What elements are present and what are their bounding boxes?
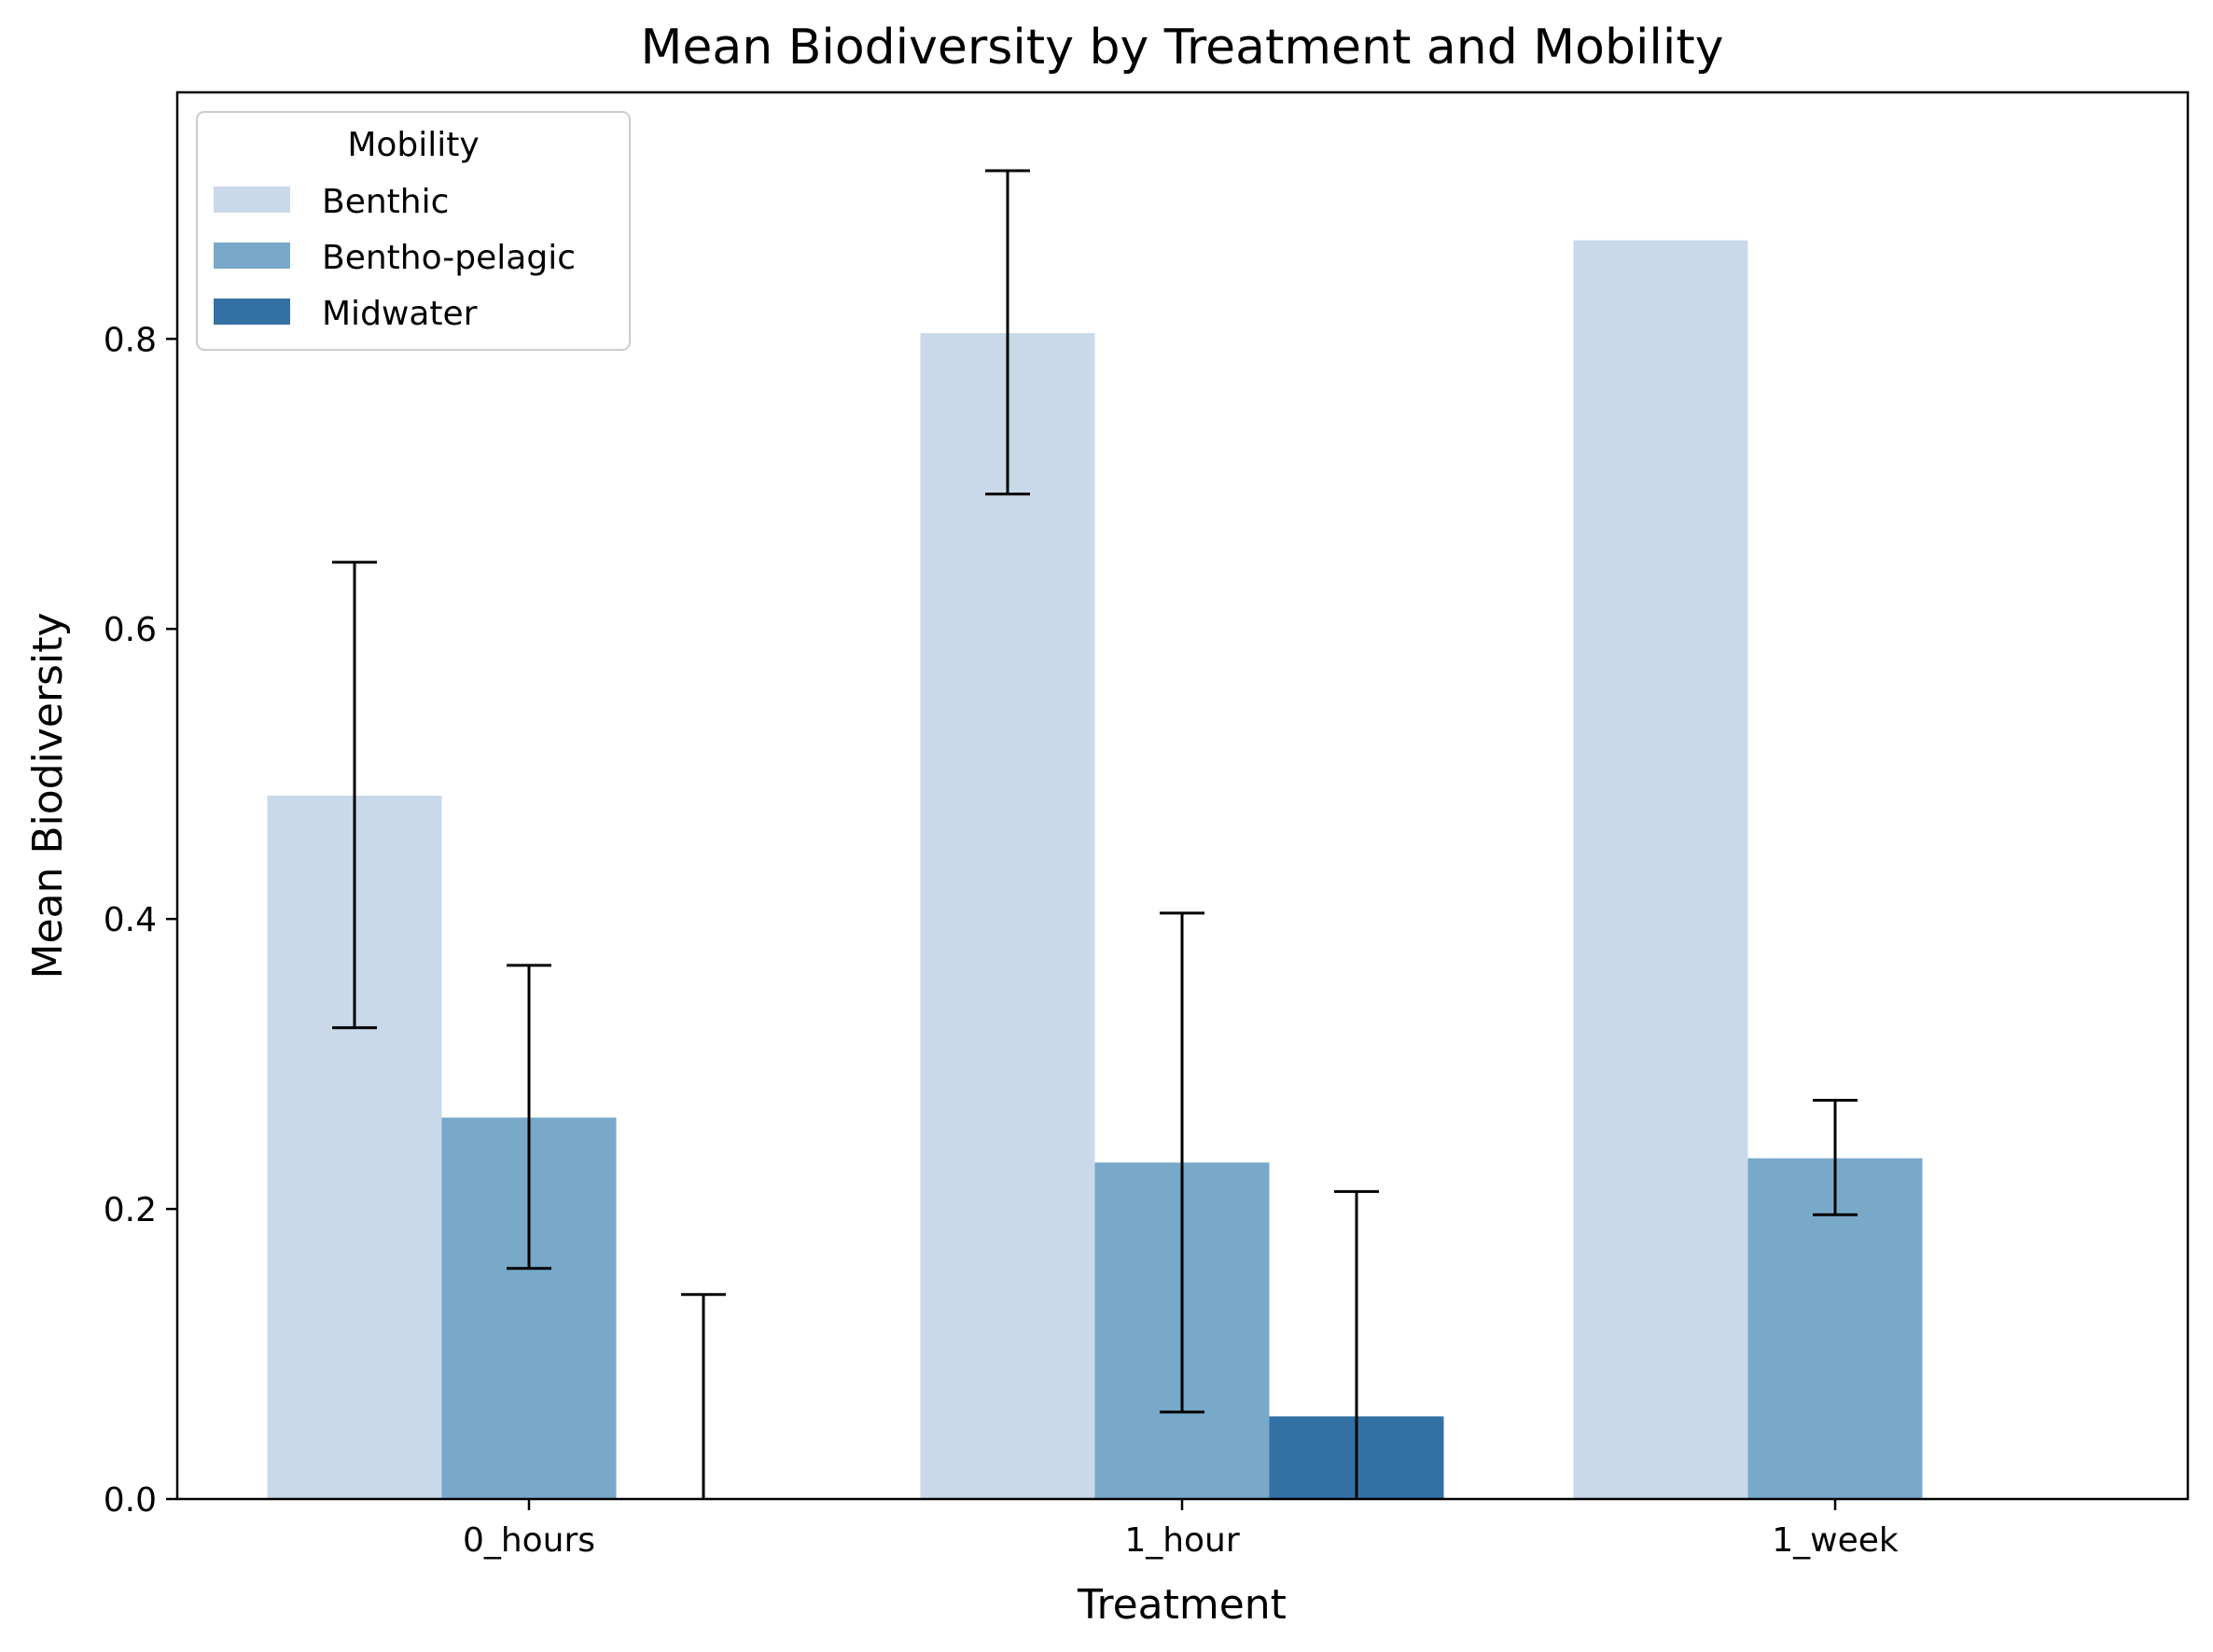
legend-title: Mobility [347, 126, 479, 164]
error-bar-midwater-1-hour [1334, 1189, 1379, 1499]
x-axis: 0_hours 1_hour 1_week [463, 1499, 1899, 1560]
error-bar-bentho-pelagic-1-week [1813, 1098, 1858, 1216]
legend-label-midwater: Midwater [322, 295, 478, 333]
bar-benthic-1-hour [920, 333, 1095, 1500]
y-tick-label: 0.0 [104, 1481, 157, 1520]
x-tick-label: 1_week [1772, 1521, 1899, 1560]
y-tick-label: 0.6 [104, 611, 157, 649]
error-bar-bentho-pelagic-0-hours [507, 964, 551, 1270]
error-bar-midwater-0-hours [681, 1293, 726, 1499]
y-tick-label: 0.2 [104, 1191, 157, 1229]
x-axis-label: Treatment [1077, 1581, 1287, 1629]
bar-benthic-1-week [1573, 240, 1748, 1500]
legend-swatch-midwater [214, 298, 290, 325]
legend-label-bentho-pelagic: Bentho-pelagic [322, 239, 576, 277]
y-axis-label: Mean Biodiversity [24, 613, 72, 979]
y-axis: 0.0 0.2 0.4 0.6 0.8 [104, 321, 177, 1520]
y-tick-label: 0.4 [104, 901, 157, 939]
error-bars-layer [332, 169, 1858, 1499]
x-tick-label: 0_hours [463, 1521, 595, 1560]
y-tick-label: 0.8 [104, 321, 157, 359]
legend-box [196, 111, 631, 351]
error-bar-benthic-0-hours [332, 561, 377, 1030]
error-bar-bentho-pelagic-1-hour [1160, 911, 1204, 1414]
legend-swatch-bentho-pelagic [214, 243, 290, 269]
legend-swatch-benthic [214, 187, 290, 213]
legend-label-benthic: Benthic [322, 183, 449, 221]
error-bar-benthic-1-hour [985, 169, 1030, 496]
chart-title: Mean Biodiversity by Treatment and Mobil… [641, 20, 1724, 76]
x-tick-label: 1_hour [1124, 1521, 1240, 1560]
legend: Mobility Benthic Bentho-pelagic Midwater [196, 111, 631, 351]
